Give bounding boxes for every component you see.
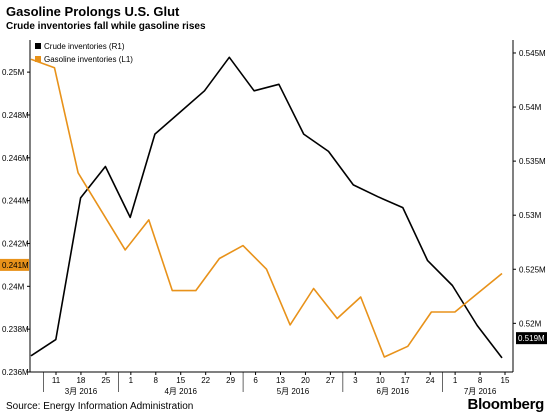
- x-tick-label: 6: [253, 376, 258, 385]
- x-tick-label: 18: [76, 376, 85, 385]
- x-tick-label: 20: [301, 376, 310, 385]
- right-tick-label: 0.525M: [519, 265, 546, 274]
- left-tick-label: 0.25M: [2, 68, 25, 77]
- x-tick-label: 8: [478, 376, 483, 385]
- x-tick-label: 22: [201, 376, 210, 385]
- left-tick-label: 0.248M: [2, 111, 29, 120]
- month-label: 6月 2016: [377, 387, 410, 396]
- right-tick-label: 0.535M: [519, 157, 546, 166]
- chart-subtitle: Crude inventories fall while gasoline ri…: [6, 21, 206, 32]
- x-tick-label: 17: [401, 376, 410, 385]
- gasoline-last-value: 0.241M: [2, 261, 29, 270]
- legend-label: Crude inventories (R1): [44, 42, 125, 51]
- right-tick-label: 0.52M: [519, 319, 542, 328]
- left-tick-label: 0.244M: [2, 197, 29, 206]
- x-tick-label: 3: [353, 376, 358, 385]
- month-label: 7月 2016: [464, 387, 497, 396]
- left-tick-label: 0.246M: [2, 154, 29, 163]
- x-tick-label: 10: [376, 376, 385, 385]
- left-tick-label: 0.236M: [2, 368, 29, 377]
- plot-frame: [29, 40, 514, 373]
- x-tick-label: 8: [154, 376, 159, 385]
- x-tick-label: 24: [426, 376, 435, 385]
- month-label: 3月 2016: [65, 387, 98, 396]
- crude-last-value-badge: [516, 332, 547, 345]
- x-tick-label: 1: [129, 376, 134, 385]
- x-tick-label: 27: [326, 376, 335, 385]
- crude-line: [30, 56, 503, 359]
- right-tick-label: 0.545M: [519, 49, 546, 58]
- legend: Crude inventories (R1) Gasoline inventori…: [35, 42, 133, 64]
- legend-label: Gasoline inventories (L1): [44, 55, 133, 64]
- crude-last-value: 0.519M: [518, 334, 545, 343]
- right-axis: 0.52M 0.525M 0.53M 0.535M 0.54M 0.545M: [513, 49, 546, 328]
- left-tick-label: 0.242M: [2, 239, 29, 248]
- left-tick-label: 0.238M: [2, 325, 29, 334]
- right-tick-label: 0.54M: [519, 103, 542, 112]
- bloomberg-logo: Bloomberg: [467, 396, 545, 413]
- series-lines: [30, 56, 503, 359]
- gasoline-line: [30, 58, 503, 358]
- left-axis: 0.236M 0.238M 0.24M 0.242M 0.244M 0.246M 0.248…: [2, 68, 30, 377]
- x-tick-label: 1: [453, 376, 458, 385]
- x-tick-label: 15: [501, 376, 510, 385]
- x-tick-label: 11: [52, 376, 61, 385]
- chart-title: Gasoline Prolongs U.S. Glut: [6, 4, 180, 19]
- right-tick-label: 0.53M: [519, 211, 542, 220]
- legend-swatch: [35, 43, 41, 49]
- gasoline-last-value-badge: [0, 258, 29, 271]
- last-value-badges: 0.241M 0.519M: [0, 258, 547, 345]
- legend-swatch: [35, 56, 41, 62]
- x-tick-label: 29: [226, 376, 235, 385]
- x-tick-label: 25: [101, 376, 110, 385]
- left-tick-label: 0.24M: [2, 282, 25, 291]
- x-tick-label: 13: [276, 376, 285, 385]
- x-tick-label: 15: [176, 376, 185, 385]
- month-label: 4月 2016: [164, 387, 197, 396]
- source-note: Source: Energy Information Administratio…: [6, 401, 194, 412]
- month-label: 5月 2016: [277, 387, 310, 396]
